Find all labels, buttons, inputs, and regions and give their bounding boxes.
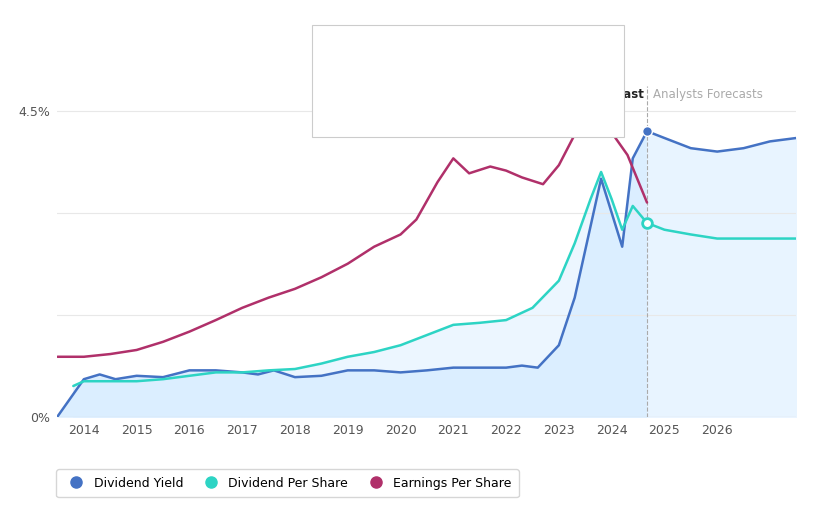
Text: HK$0.159: HK$0.159 <box>475 91 534 101</box>
Text: /yr: /yr <box>515 65 530 75</box>
Text: Past: Past <box>616 87 644 101</box>
Text: Analysts Forecasts: Analysts Forecasts <box>654 87 764 101</box>
Text: /yr: /yr <box>549 91 564 101</box>
Legend: Dividend Yield, Dividend Per Share, Earnings Per Share: Dividend Yield, Dividend Per Share, Earn… <box>57 469 519 497</box>
Text: Dividend Per Share: Dividend Per Share <box>331 91 438 101</box>
Text: Sep 09 2024: Sep 09 2024 <box>331 39 418 52</box>
Text: Earnings Per Share: Earnings Per Share <box>331 118 437 128</box>
FancyBboxPatch shape <box>312 25 624 137</box>
Text: 4.2%: 4.2% <box>475 65 505 75</box>
Text: No data: No data <box>475 118 518 128</box>
Text: Dividend Yield: Dividend Yield <box>331 65 410 75</box>
